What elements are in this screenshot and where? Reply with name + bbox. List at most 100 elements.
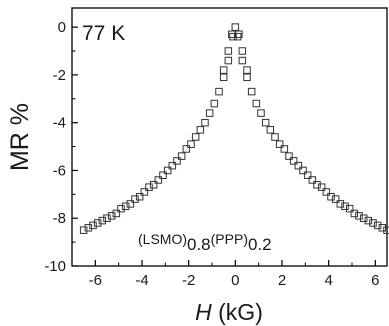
data-point bbox=[219, 73, 228, 82]
data-point bbox=[224, 56, 233, 65]
data-point bbox=[350, 209, 359, 218]
data-point bbox=[280, 145, 289, 153]
temperature-label: 77 K bbox=[82, 22, 125, 45]
y-tick-label: -4 bbox=[53, 115, 66, 132]
data-point bbox=[261, 118, 270, 127]
data-point bbox=[173, 157, 181, 165]
data-point bbox=[243, 73, 251, 82]
x-axis-unit: (kG) bbox=[212, 299, 263, 325]
plot-frame bbox=[71, 7, 388, 267]
sample-composition-label: (LSMO)0.8(PPP)0.2 bbox=[138, 231, 272, 254]
data-point bbox=[322, 188, 331, 196]
sample-lsmo-fraction: 0.8 bbox=[187, 235, 211, 254]
data-point bbox=[224, 47, 233, 55]
data-point bbox=[177, 152, 186, 160]
data-point bbox=[154, 176, 163, 184]
sample-ppp: (PPP) bbox=[211, 231, 248, 247]
data-point bbox=[266, 126, 275, 134]
data-point bbox=[238, 47, 247, 55]
data-point bbox=[355, 212, 363, 220]
y-tick-label: -6 bbox=[53, 162, 66, 179]
sample-lsmo: (LSMO) bbox=[138, 231, 187, 247]
data-point bbox=[140, 188, 149, 196]
data-point bbox=[345, 204, 354, 213]
sample-ppp-fraction: 0.2 bbox=[248, 235, 272, 254]
data-point bbox=[308, 176, 317, 184]
data-point bbox=[247, 87, 256, 96]
data-point bbox=[103, 214, 111, 222]
data-point bbox=[135, 192, 144, 201]
x-tick-label: 6 bbox=[371, 272, 379, 289]
data-point bbox=[271, 133, 279, 141]
data-point bbox=[117, 204, 125, 213]
data-point bbox=[383, 226, 389, 234]
x-tick-label: -6 bbox=[89, 272, 102, 289]
data-point bbox=[275, 140, 284, 148]
data-point bbox=[289, 157, 298, 165]
data-point bbox=[182, 145, 191, 153]
data-point bbox=[93, 219, 102, 227]
data-point bbox=[359, 214, 368, 222]
data-point bbox=[257, 109, 265, 117]
data-point bbox=[145, 183, 153, 191]
data-point bbox=[126, 200, 135, 208]
data-point bbox=[107, 212, 116, 220]
data-point bbox=[327, 192, 335, 201]
data-point bbox=[201, 118, 209, 127]
data-point bbox=[196, 126, 205, 134]
data-point bbox=[79, 226, 88, 234]
data-point bbox=[341, 202, 349, 211]
data-point bbox=[191, 133, 200, 141]
data-point bbox=[89, 221, 97, 230]
y-tick-label: -10 bbox=[44, 258, 66, 275]
y-tick-label: 0 bbox=[58, 19, 66, 36]
data-point bbox=[252, 99, 261, 108]
x-tick-label: -2 bbox=[182, 272, 195, 289]
data-point bbox=[187, 140, 195, 148]
data-point bbox=[112, 209, 121, 218]
data-point bbox=[243, 66, 251, 74]
x-tick-label: 4 bbox=[324, 272, 332, 289]
data-point bbox=[219, 66, 228, 74]
data-point bbox=[163, 166, 172, 175]
data-point bbox=[378, 224, 387, 232]
data-point bbox=[294, 161, 303, 170]
y-tick-label: -8 bbox=[53, 210, 66, 227]
data-point bbox=[238, 56, 247, 65]
x-tick-label: 0 bbox=[231, 272, 239, 289]
data-point bbox=[205, 109, 214, 117]
data-point bbox=[231, 23, 240, 31]
data-point bbox=[229, 32, 237, 41]
axis-ticks bbox=[72, 26, 376, 267]
data-point bbox=[168, 161, 177, 170]
x-tick-label: -4 bbox=[135, 272, 148, 289]
data-point bbox=[364, 216, 373, 225]
data-point bbox=[159, 171, 167, 179]
y-axis-title: MR % bbox=[6, 103, 34, 171]
data-point bbox=[336, 200, 345, 208]
data-point bbox=[285, 152, 293, 160]
y-tick-label: -2 bbox=[53, 67, 66, 84]
data-point bbox=[215, 87, 223, 96]
data-point bbox=[299, 166, 307, 175]
data-point bbox=[98, 216, 107, 225]
data-point bbox=[149, 181, 158, 189]
data-point bbox=[331, 195, 340, 203]
data-point bbox=[235, 30, 243, 39]
x-tick-label: 2 bbox=[278, 272, 286, 289]
data-point bbox=[121, 202, 130, 211]
data-point bbox=[210, 99, 219, 108]
x-axis-title: H (kG) bbox=[195, 299, 263, 325]
data-point bbox=[303, 171, 312, 179]
data-point bbox=[233, 32, 242, 41]
data-points bbox=[79, 23, 389, 234]
data-point bbox=[373, 221, 382, 230]
data-point bbox=[369, 219, 377, 227]
x-axis-symbol: H bbox=[195, 299, 212, 325]
data-point bbox=[317, 183, 326, 191]
data-point bbox=[84, 224, 93, 232]
tick-labels: -6 -4 -2 0 2 4 6 0 -2 -4 -6 -8 -10 bbox=[44, 19, 379, 289]
data-point bbox=[313, 181, 321, 189]
data-point bbox=[131, 195, 139, 203]
